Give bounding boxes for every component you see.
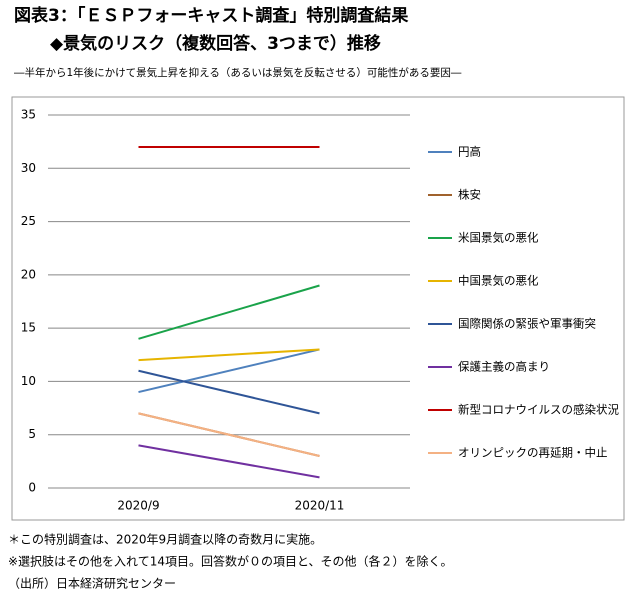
- legend-label: 新型コロナウイルスの感染状況: [458, 403, 619, 417]
- legend-label: 中国景気の悪化: [458, 274, 539, 288]
- series-line: [138, 348, 320, 394]
- title: 図表3：「ＥＳＰフォーキャスト調査」特別調査結果: [14, 5, 408, 26]
- legend-label: 米国景気の悪化: [458, 231, 539, 245]
- y-tick-label: 30: [21, 161, 36, 175]
- x-tick-label: 2020/9: [117, 499, 159, 513]
- series-line: [138, 284, 320, 340]
- subtitle: ◆景気のリスク（複数回答、3つまで）推移: [50, 33, 381, 54]
- x-tick-label: 2020/11: [295, 499, 345, 513]
- legend-label: 保護主義の高まり: [458, 360, 550, 374]
- note: ―半年から1年後にかけて景気上昇を抑える（あるいは景気を反転させる）可能性がある…: [14, 66, 462, 79]
- legend-label: 株安: [458, 188, 481, 202]
- y-tick-label: 20: [21, 267, 36, 281]
- footnote: （出所）日本経済研究センター: [8, 576, 176, 591]
- series-line: [138, 444, 320, 479]
- footnote: ※選択肢はその他を入れて14項目。回答数が０の項目と、その他（各２）を除く。: [8, 554, 453, 569]
- y-tick-label: 0: [28, 481, 36, 495]
- y-tick-label: 15: [21, 321, 36, 335]
- series-line: [138, 369, 320, 415]
- legend-label: 円高: [458, 145, 481, 159]
- legend-label: オリンピックの再延期・中止: [458, 446, 608, 460]
- footnote: ＊この特別調査は、2020年9月調査以降の奇数月に実施。: [8, 532, 322, 547]
- y-tick-label: 25: [21, 214, 36, 228]
- series-line: [138, 348, 320, 362]
- y-tick-label: 5: [28, 427, 36, 441]
- series-line: [138, 412, 320, 458]
- chart-frame: [11, 96, 625, 521]
- legend-label: 国際関係の緊張や軍事衝突: [458, 317, 596, 331]
- y-tick-label: 10: [21, 374, 36, 388]
- y-tick-label: 35: [21, 108, 36, 122]
